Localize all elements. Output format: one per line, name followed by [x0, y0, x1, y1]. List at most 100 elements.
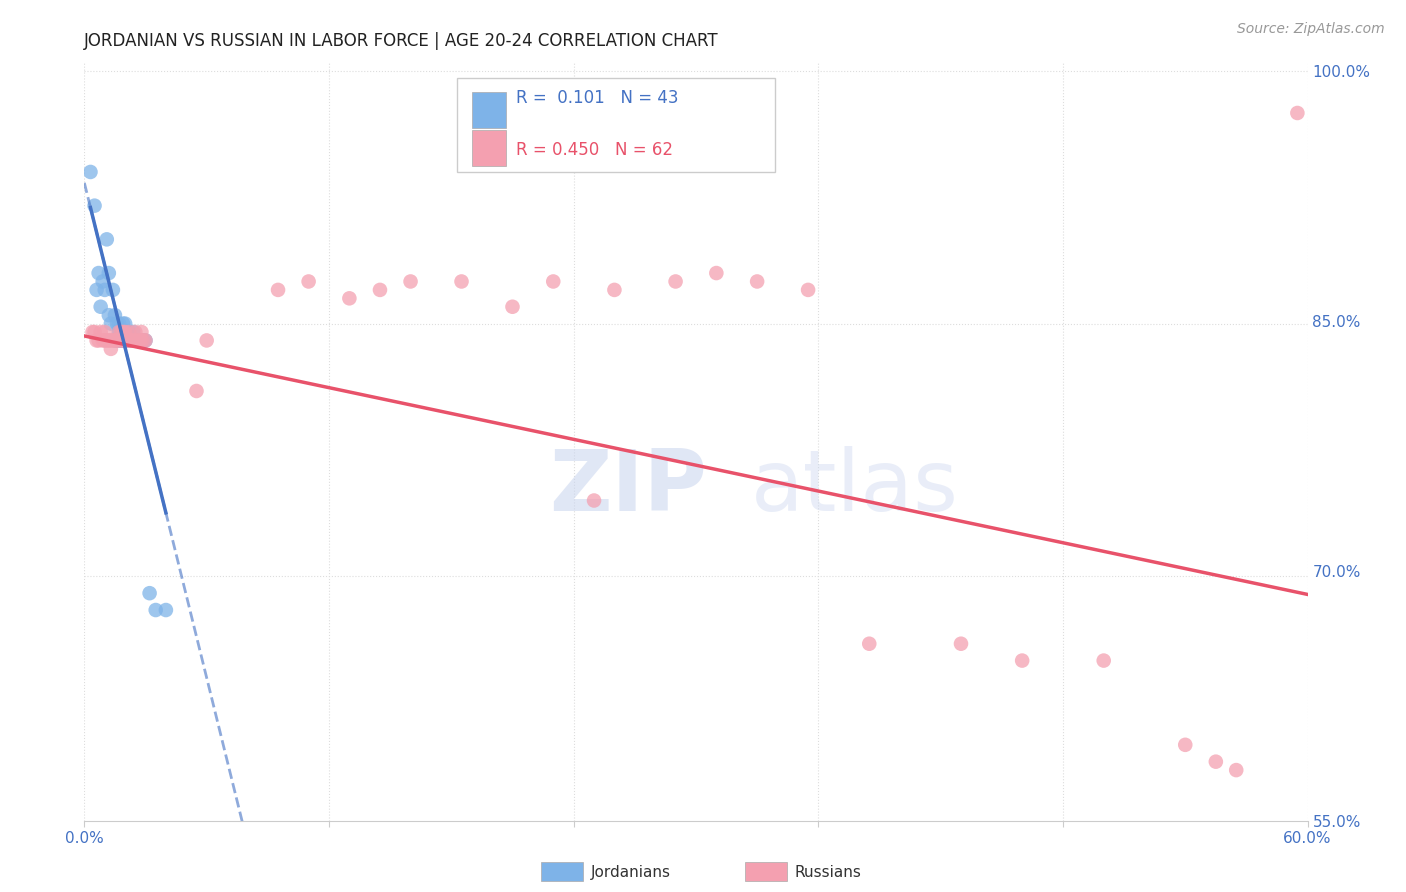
Point	[114, 325, 136, 339]
Point	[127, 334, 149, 348]
Point	[90, 325, 112, 339]
Point	[108, 325, 131, 339]
Point	[543, 275, 565, 289]
Point	[112, 317, 135, 331]
Point	[104, 334, 127, 348]
Point	[131, 334, 153, 348]
Point	[112, 334, 135, 348]
Point	[93, 334, 115, 348]
Point	[195, 334, 218, 348]
Point	[112, 334, 135, 348]
Point	[97, 308, 120, 322]
Point	[86, 334, 108, 348]
Point	[1205, 755, 1227, 769]
Point	[1225, 763, 1247, 777]
Point	[118, 334, 141, 348]
Point	[93, 283, 115, 297]
Point	[114, 325, 136, 339]
Point	[110, 334, 132, 348]
Point	[100, 342, 122, 356]
Point	[298, 275, 321, 289]
Point	[90, 300, 112, 314]
Point	[128, 334, 150, 348]
Point	[186, 384, 208, 398]
Point	[1256, 889, 1278, 892]
Text: atlas: atlas	[751, 445, 959, 529]
Point	[96, 232, 118, 246]
Point	[101, 283, 124, 297]
Point	[131, 325, 153, 339]
Point	[104, 308, 127, 322]
Point	[583, 493, 606, 508]
Point	[93, 830, 115, 845]
Point	[502, 300, 524, 314]
Point	[110, 334, 132, 348]
Point	[267, 283, 290, 297]
Text: R = 0.450   N = 62: R = 0.450 N = 62	[516, 141, 673, 159]
Text: JORDANIAN VS RUSSIAN IN LABOR FORCE | AGE 20-24 CORRELATION CHART: JORDANIAN VS RUSSIAN IN LABOR FORCE | AG…	[84, 32, 718, 50]
Point	[110, 325, 132, 339]
Point	[104, 334, 127, 348]
Point	[105, 317, 128, 331]
Point	[112, 325, 135, 339]
Point	[110, 325, 132, 339]
Text: ZIP: ZIP	[550, 445, 707, 529]
Text: R =  0.101   N = 43: R = 0.101 N = 43	[516, 89, 679, 107]
Point	[108, 334, 131, 348]
Point	[124, 334, 146, 348]
Point	[79, 165, 101, 179]
Point	[797, 283, 820, 297]
Point	[112, 325, 135, 339]
Point	[155, 603, 177, 617]
Point	[858, 637, 880, 651]
Point	[950, 637, 973, 651]
Text: Russians: Russians	[794, 865, 862, 880]
Point	[747, 275, 769, 289]
Point	[114, 334, 136, 348]
Point	[82, 325, 104, 339]
Point	[97, 334, 120, 348]
Point	[108, 325, 131, 339]
Point	[105, 334, 128, 348]
Point	[450, 275, 472, 289]
Point	[108, 317, 131, 331]
Point	[132, 334, 155, 348]
Point	[603, 283, 626, 297]
Point	[87, 334, 110, 348]
Point	[1174, 738, 1197, 752]
FancyBboxPatch shape	[472, 130, 506, 166]
Point	[114, 334, 136, 348]
Point	[1286, 106, 1309, 120]
Point	[135, 334, 157, 348]
Point	[706, 266, 728, 280]
Point	[145, 603, 167, 617]
Point	[1011, 654, 1033, 668]
Text: Jordanians: Jordanians	[591, 865, 671, 880]
Point	[100, 317, 122, 331]
Point	[118, 325, 141, 339]
Point	[127, 334, 149, 348]
Point	[124, 325, 146, 339]
Point	[100, 334, 122, 348]
Point	[105, 334, 128, 348]
FancyBboxPatch shape	[457, 78, 776, 172]
Point	[114, 317, 136, 331]
Point	[86, 283, 108, 297]
Point	[110, 334, 132, 348]
Point	[83, 325, 105, 339]
Point	[96, 334, 118, 348]
Point	[122, 334, 145, 348]
Point	[368, 283, 391, 297]
Point	[135, 334, 157, 348]
Point	[122, 325, 145, 339]
Text: Source: ZipAtlas.com: Source: ZipAtlas.com	[1237, 22, 1385, 37]
Point	[115, 334, 138, 348]
Point	[115, 334, 138, 348]
Point	[115, 325, 138, 339]
Point	[399, 275, 422, 289]
Point	[87, 266, 110, 280]
Point	[128, 334, 150, 348]
Point	[1092, 654, 1115, 668]
Point	[138, 586, 160, 600]
Point	[97, 266, 120, 280]
